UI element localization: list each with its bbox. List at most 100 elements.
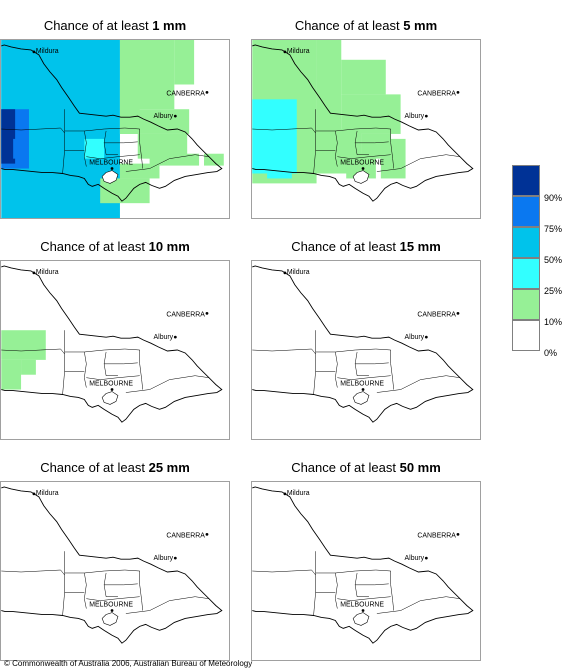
albury-label: Albury [405, 113, 425, 120]
legend-swatch-10 [512, 289, 540, 320]
district-boundary [64, 127, 140, 132]
mildura-label: Mildura [36, 490, 59, 497]
district-boundary [125, 375, 209, 393]
district-boundary [1, 127, 65, 134]
district-boundary [86, 596, 140, 601]
district-boundary [1, 348, 65, 355]
district-boundary [62, 551, 65, 616]
panel-title-prefix: Chance of at least [291, 460, 400, 475]
district-boundary [139, 129, 143, 169]
canberra-label: CANBERRA [417, 532, 456, 539]
probability-shading [1, 330, 46, 390]
legend-swatch-0 [512, 320, 540, 351]
mildura-label: Mildura [287, 490, 310, 497]
district-boundary [252, 569, 316, 576]
shading-cell [119, 79, 140, 134]
victoria-map: Mildura CANBERRA Albury MELBOURNE [0, 481, 230, 661]
albury-label: Albury [154, 334, 174, 341]
district-boundary [104, 362, 138, 365]
port-phillip-bay [101, 391, 119, 405]
legend-swatch-25 [512, 258, 540, 289]
canberra-dot [456, 533, 460, 536]
district-boundary [335, 572, 338, 609]
panel-title: Chance of at least 5 mm [251, 18, 481, 34]
state-border [1, 265, 223, 423]
albury-dot [173, 114, 177, 118]
shading-cell [341, 94, 401, 134]
shading-cell [80, 173, 101, 184]
map-svg: Mildura CANBERRA Albury MELBOURNE [252, 40, 474, 202]
district-boundary [390, 129, 394, 169]
district-boundary [355, 583, 389, 586]
legend-swatch-90 [512, 165, 540, 196]
district-boundary [390, 571, 394, 611]
canberra-label: CANBERRA [166, 532, 205, 539]
canberra-dot [205, 312, 209, 315]
district-boundary [84, 130, 87, 167]
shading-cell [380, 138, 406, 179]
panel-title-amount: 25 mm [148, 460, 190, 475]
district-boundary [313, 330, 316, 395]
shading-cell [21, 359, 36, 375]
panel-title-amount: 15 mm [399, 239, 441, 254]
panel-title-amount: 10 mm [148, 239, 190, 254]
district-boundary [337, 154, 391, 159]
legend-label-75: 75% [544, 224, 563, 234]
melbourne-label: MELBOURNE [340, 602, 384, 609]
melbourne-dot [110, 388, 114, 391]
map-svg: Mildura CANBERRA Albury MELBOURNE [1, 265, 223, 423]
legend-swatch-50 [512, 227, 540, 258]
panel-title: Chance of at least 25 mm [0, 460, 230, 476]
mildura-dot [32, 271, 36, 275]
panel-title: Chance of at least 15 mm [251, 239, 481, 255]
district-boundary [64, 348, 140, 353]
mildura-label: Mildura [36, 48, 59, 55]
melbourne-label: MELBOURNE [89, 602, 133, 609]
victoria-map: Mildura CANBERRA Albury MELBOURNE [251, 39, 481, 219]
shading-cell [119, 163, 160, 179]
shading-cell [174, 40, 195, 85]
probability-shading [252, 40, 406, 184]
district-boundary [315, 127, 391, 132]
legend-label-10: 10% [544, 317, 563, 327]
albury-dot [424, 335, 428, 339]
panel-title-prefix: Chance of at least [40, 460, 149, 475]
port-phillip-bay [352, 612, 370, 626]
district-boundary [84, 351, 87, 388]
canberra-dot [456, 91, 460, 94]
port-phillip-bay [352, 170, 370, 184]
district-boundary [125, 596, 209, 614]
district-boundary [84, 572, 87, 609]
district-boundary [1, 569, 65, 576]
district-boundary [62, 330, 65, 395]
district-boundary [376, 596, 460, 614]
victoria-map: Mildura CANBERRA Albury MELBOURNE [251, 260, 481, 440]
district-boundary [86, 375, 140, 380]
district-boundary [355, 362, 389, 365]
district-boundary [252, 127, 316, 134]
melbourne-dot [361, 388, 365, 391]
melbourne-dot [361, 167, 365, 170]
district-boundary [104, 141, 138, 144]
shading-cell [204, 153, 224, 166]
mildura-dot [32, 50, 36, 54]
map-svg: Mildura CANBERRA Albury MELBOURNE [252, 486, 474, 644]
panel-title-prefix: Chance of at least [294, 18, 404, 33]
albury-label: Albury [154, 555, 174, 562]
legend-label-90: 90% [544, 193, 563, 203]
canberra-label: CANBERRA [166, 90, 205, 97]
district-boundary [104, 583, 138, 586]
mildura-label: Mildura [36, 269, 59, 276]
shading-cell [30, 158, 71, 174]
melbourne-label: MELBOURNE [340, 381, 384, 388]
albury-label: Albury [405, 334, 425, 341]
victoria-map: Mildura CANBERRA Albury MELBOURNE [0, 39, 230, 219]
legend-label-0: 0% [544, 348, 558, 358]
shading-cell [316, 40, 342, 129]
district-boundary [313, 551, 316, 616]
canberra-label: CANBERRA [166, 311, 205, 318]
panel-title-prefix: Chance of at least [291, 239, 400, 254]
shading-cell [1, 359, 22, 390]
melbourne-dot [110, 167, 114, 170]
copyright-notice: © Commonwealth of Australia 2006, Austra… [4, 659, 253, 668]
